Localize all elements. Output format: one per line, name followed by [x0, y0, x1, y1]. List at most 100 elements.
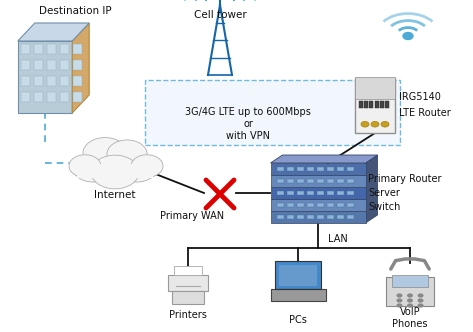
Bar	[60, 60, 69, 70]
Polygon shape	[18, 23, 89, 41]
Bar	[60, 92, 69, 102]
Circle shape	[83, 137, 127, 168]
Bar	[336, 179, 343, 183]
Bar	[316, 203, 324, 207]
Text: Primary Router: Primary Router	[368, 174, 441, 184]
Circle shape	[131, 155, 163, 177]
Bar	[73, 60, 82, 70]
Text: LAN: LAN	[328, 234, 348, 244]
Bar	[271, 289, 325, 301]
Bar	[60, 76, 69, 86]
Bar	[287, 215, 294, 219]
Circle shape	[418, 298, 423, 302]
Bar	[347, 179, 353, 183]
Bar	[172, 290, 204, 304]
Circle shape	[396, 303, 403, 308]
Bar	[326, 167, 333, 171]
Bar	[34, 60, 43, 70]
Bar	[271, 187, 366, 199]
Bar	[287, 191, 294, 195]
Bar	[347, 215, 353, 219]
Bar	[277, 179, 283, 183]
Text: Destination IP: Destination IP	[39, 6, 112, 16]
Bar	[307, 215, 314, 219]
Bar	[316, 167, 324, 171]
Bar	[279, 265, 317, 286]
Bar	[21, 44, 30, 54]
Bar	[316, 191, 324, 195]
Text: IRG5140: IRG5140	[399, 92, 441, 102]
Bar	[386, 277, 434, 306]
Bar	[336, 191, 343, 195]
Bar	[77, 164, 153, 178]
Bar	[174, 266, 202, 275]
Text: Switch: Switch	[368, 202, 400, 212]
Circle shape	[407, 298, 413, 302]
Bar	[297, 215, 304, 219]
Bar	[271, 211, 366, 223]
Polygon shape	[72, 23, 89, 113]
Bar	[287, 179, 294, 183]
Bar	[275, 261, 321, 289]
Circle shape	[107, 140, 147, 168]
Bar	[347, 191, 353, 195]
Bar	[287, 167, 294, 171]
Bar	[316, 179, 324, 183]
Circle shape	[73, 154, 113, 182]
Bar	[47, 92, 56, 102]
Bar	[375, 101, 378, 108]
Circle shape	[418, 293, 423, 297]
Bar	[392, 275, 428, 287]
Text: Cell tower: Cell tower	[193, 10, 246, 20]
Circle shape	[418, 303, 423, 308]
Polygon shape	[366, 155, 377, 223]
Bar	[60, 44, 69, 54]
Bar	[316, 215, 324, 219]
Bar	[271, 175, 366, 187]
Circle shape	[371, 122, 379, 127]
Bar	[307, 167, 314, 171]
Circle shape	[361, 122, 369, 127]
Bar	[73, 92, 82, 102]
Bar	[47, 60, 56, 70]
Circle shape	[69, 155, 101, 177]
Bar	[326, 215, 333, 219]
Bar	[21, 76, 30, 86]
Bar	[326, 179, 333, 183]
Bar	[355, 77, 395, 100]
Bar	[307, 191, 314, 195]
Bar	[277, 203, 283, 207]
Bar	[326, 191, 333, 195]
Bar	[145, 80, 400, 145]
Bar	[21, 92, 30, 102]
Bar	[277, 167, 283, 171]
Circle shape	[91, 155, 139, 189]
Bar	[271, 199, 366, 211]
Bar	[47, 44, 56, 54]
Bar	[297, 167, 304, 171]
Circle shape	[89, 142, 141, 178]
Text: Internet: Internet	[94, 190, 136, 200]
Bar	[297, 191, 304, 195]
Bar	[73, 44, 82, 54]
Bar	[307, 179, 314, 183]
Bar	[21, 60, 30, 70]
Bar	[355, 77, 395, 132]
Bar	[369, 101, 373, 108]
Circle shape	[381, 122, 389, 127]
Polygon shape	[18, 41, 72, 113]
Text: 3G/4G LTE up to 600Mbps: 3G/4G LTE up to 600Mbps	[185, 107, 311, 117]
Bar	[347, 203, 353, 207]
Bar	[364, 101, 368, 108]
Bar	[297, 203, 304, 207]
Text: with VPN: with VPN	[226, 131, 270, 141]
Bar	[385, 101, 389, 108]
Bar	[380, 101, 384, 108]
Bar	[271, 163, 366, 175]
Bar	[307, 203, 314, 207]
Bar	[168, 275, 208, 291]
Bar	[34, 44, 43, 54]
Bar	[336, 167, 343, 171]
Text: LTE Router: LTE Router	[399, 108, 451, 118]
Bar	[297, 179, 304, 183]
